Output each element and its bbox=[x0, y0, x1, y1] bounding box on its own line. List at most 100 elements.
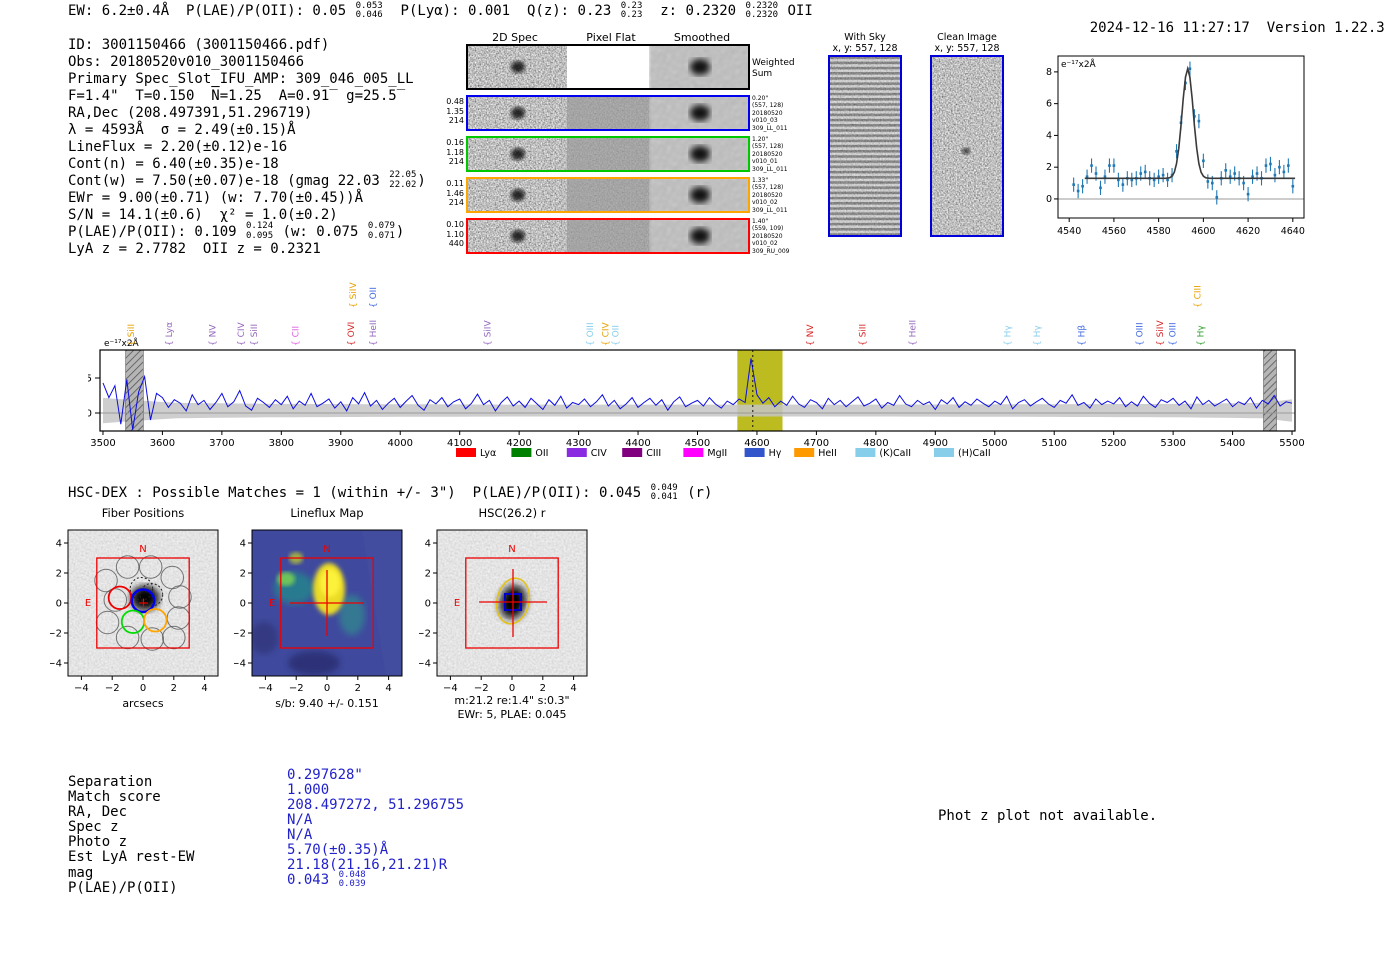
spec2d-row-right-label: 1.33" (557, 128) 20180520 v010_02 309_LL_011 bbox=[752, 177, 788, 214]
spec2d-row-right-label: 0.20" (557, 128) 20180520 v010_03 309_LL_011 bbox=[752, 95, 788, 132]
svg-text:e⁻¹⁷x2Å: e⁻¹⁷x2Å bbox=[104, 337, 140, 349]
match-table-value: 21.18(21.16,21.21)R bbox=[287, 857, 448, 874]
svg-text:E: E bbox=[269, 598, 275, 609]
spec2d-row-left-label: 0.48 1.35 214 bbox=[446, 97, 464, 125]
svg-text:−2: −2 bbox=[50, 629, 62, 640]
fiber-circle bbox=[115, 555, 140, 579]
svg-text:4700: 4700 bbox=[804, 438, 829, 449]
svg-text:5300: 5300 bbox=[1160, 438, 1185, 449]
svg-text:3600: 3600 bbox=[150, 438, 175, 449]
svg-text:3800: 3800 bbox=[269, 438, 294, 449]
svg-text:CIV: CIV bbox=[591, 448, 607, 459]
svg-text:4540: 4540 bbox=[1057, 226, 1081, 237]
fiber-circle bbox=[94, 568, 118, 593]
svg-text:4100: 4100 bbox=[447, 438, 472, 449]
catalog-match-table-labels: Separation Match score RA, Dec Spec z Photo … bbox=[68, 774, 195, 896]
spec2d-row bbox=[466, 44, 750, 90]
svg-text:4: 4 bbox=[570, 683, 576, 694]
emission-line-label: { SiII bbox=[250, 324, 260, 346]
svg-text:2: 2 bbox=[240, 569, 246, 580]
svg-text:arcsecs: arcsecs bbox=[122, 697, 164, 710]
legend-swatch bbox=[511, 448, 532, 457]
spec2d-row bbox=[466, 218, 750, 254]
observation-info-line: F=1.4" T=0.150 N̅=1.25 A=0.91̅ g=25.5̅ bbox=[68, 87, 397, 104]
svg-text:8: 8 bbox=[1046, 67, 1052, 78]
match-table-label: mag bbox=[68, 864, 94, 881]
svg-text:4580: 4580 bbox=[1147, 226, 1171, 237]
hsc-r-panel: −4 −4 −2 −2 0 0 2 2 4 4 HSC(26.2) r N Em:21.2 re:1.4… bbox=[419, 506, 588, 721]
emission-line-label: { OIII bbox=[1168, 322, 1178, 346]
fiber-circle bbox=[168, 585, 192, 609]
svg-text:4: 4 bbox=[56, 539, 62, 550]
svg-text:4300: 4300 bbox=[566, 438, 591, 449]
fiber-circle bbox=[115, 625, 140, 650]
emission-line-label: { Hγ bbox=[1033, 325, 1043, 346]
aperture-ellipse bbox=[495, 577, 531, 625]
svg-text:3700: 3700 bbox=[209, 438, 234, 449]
svg-text:m:21.2 re:1.4" s:0.3": m:21.2 re:1.4" s:0.3" bbox=[454, 694, 569, 707]
emission-line-label: { OII bbox=[369, 287, 379, 308]
match-table-label: Est LyA rest-EW bbox=[68, 849, 195, 866]
fiber-circle bbox=[140, 627, 164, 651]
fiber-circle-colored bbox=[130, 588, 156, 614]
line-fit-plot: 4540 4560 4580 4600 4620 4640 0 2 4 6 8 e⁻¹⁷x2Å bbox=[1046, 55, 1305, 237]
svg-text:N: N bbox=[323, 544, 330, 555]
svg-text:E: E bbox=[454, 598, 460, 609]
svg-text:MgII: MgII bbox=[707, 448, 727, 459]
svg-text:N: N bbox=[508, 544, 515, 555]
svg-text:4620: 4620 bbox=[1236, 226, 1260, 237]
svg-text:5: 5 bbox=[88, 374, 92, 385]
svg-text:4500: 4500 bbox=[685, 438, 710, 449]
emission-line-label: { NV bbox=[806, 324, 816, 346]
header-datetime: 2024-12-16 11:27:17 Version 1.22.3 bbox=[1056, 4, 1385, 52]
match-table-value: 0.043 0.048 0.039 bbox=[287, 869, 366, 890]
with-sky-title: With Sky x, y: 557, 128 bbox=[832, 32, 898, 54]
svg-text:2: 2 bbox=[355, 683, 361, 694]
svg-text:4: 4 bbox=[201, 683, 207, 694]
svg-text:4: 4 bbox=[425, 539, 431, 550]
svg-text:OII: OII bbox=[535, 448, 548, 459]
match-table-label: Photo z bbox=[68, 834, 128, 851]
spec2d-row bbox=[466, 95, 750, 131]
svg-text:E: E bbox=[85, 598, 91, 609]
observation-info-line: LineFlux = 2.20(±0.12)e-16 bbox=[68, 138, 288, 155]
emission-line-label: { CIV bbox=[601, 321, 611, 346]
match-table-value: N/A bbox=[287, 811, 313, 828]
observation-info-block: ID: 3001150466 (3001150466.pdf) Obs: 2018… bbox=[68, 36, 426, 257]
emission-line-label: { Hγ bbox=[1004, 325, 1014, 346]
svg-text:4600: 4600 bbox=[1191, 226, 1215, 237]
emission-line-label: { OII bbox=[611, 325, 621, 346]
svg-text:4800: 4800 bbox=[863, 438, 888, 449]
with-sky-cutout bbox=[828, 55, 902, 237]
observation-info-line: EWr = 9.00(±0.71) (w: 7.70(±0.45))Å bbox=[68, 189, 364, 206]
legend-swatch bbox=[794, 448, 815, 457]
svg-text:(H)CaII: (H)CaII bbox=[958, 448, 991, 459]
legend-swatch bbox=[683, 448, 704, 457]
catalog-match-table-values: 0.297628" 1.000 208.497272, 51.296755 N/A N/… bbox=[287, 767, 464, 890]
svg-text:Lyα: Lyα bbox=[480, 448, 496, 459]
observation-info-line: Cont(n) = 6.40(±0.35)e-18 bbox=[68, 155, 279, 172]
svg-text:−4: −4 bbox=[74, 683, 89, 694]
svg-text:HSC(26.2) r: HSC(26.2) r bbox=[479, 506, 546, 520]
emission-line-label: { HeII bbox=[909, 320, 919, 346]
spec2d-row-left-label: 0.10 1.10 440 bbox=[446, 220, 464, 248]
observation-info-line: RA,Dec (208.497391,51.296719) bbox=[68, 104, 313, 121]
svg-text:4: 4 bbox=[385, 683, 391, 694]
svg-text:2: 2 bbox=[171, 683, 177, 694]
svg-text:2: 2 bbox=[425, 569, 431, 580]
svg-text:4560: 4560 bbox=[1102, 226, 1126, 237]
svg-text:2: 2 bbox=[540, 683, 546, 694]
svg-text:4600: 4600 bbox=[744, 438, 769, 449]
fiber-circle bbox=[103, 588, 128, 612]
svg-text:4000: 4000 bbox=[388, 438, 413, 449]
emission-line-label: { SiIV bbox=[484, 320, 494, 346]
clean-image-title: Clean Image x, y: 557, 128 bbox=[934, 32, 1000, 54]
svg-text:HeII: HeII bbox=[818, 448, 837, 459]
svg-text:3500: 3500 bbox=[90, 438, 115, 449]
emission-line-label: { Hγ bbox=[1196, 325, 1206, 346]
fiber-circle bbox=[162, 625, 186, 650]
spec2d-row-left-label: 0.16 1.18 214 bbox=[446, 138, 464, 166]
spec2d-row-right-label: 1.20" (557, 128) 20180520 v010_01 309_LL_011 bbox=[752, 136, 788, 173]
emission-line-label: { SiII bbox=[127, 324, 137, 346]
